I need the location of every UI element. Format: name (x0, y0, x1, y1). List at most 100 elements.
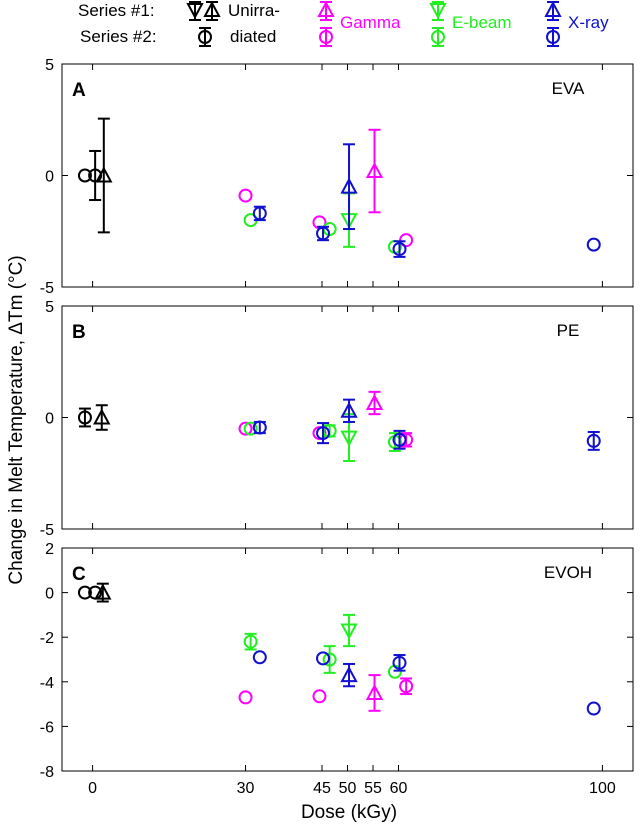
error-bar (343, 613, 356, 648)
series-unirradiated-triangle-up (95, 117, 113, 234)
data-point (95, 166, 113, 183)
data-point (252, 650, 267, 665)
data-point (243, 421, 258, 436)
data-point (316, 651, 331, 666)
y-axis-label: Change in Melt Temperature, ΔTm (°C) (6, 255, 27, 584)
data-point (316, 426, 331, 441)
data-point (340, 623, 358, 640)
series-xray-triangle-up (340, 398, 358, 423)
legend-marker-triangle (317, 0, 335, 17)
legend-unirradiated-label-2: diated (230, 27, 276, 46)
data-point (392, 242, 407, 257)
panel-letter: A (72, 80, 86, 101)
error-bar (89, 149, 102, 202)
legend-xray-markers (544, 0, 562, 47)
y-tick-label: -5 (40, 280, 54, 297)
legend-unirradiated-markers (186, 0, 221, 47)
data-point (93, 408, 111, 425)
panel-evoh: -8 -6 -4 -2 0 2 0 30 45 50 55 60 100 C EVOH (40, 541, 634, 797)
legend-marker-circle (546, 30, 560, 44)
series-gamma-triangle-up (365, 390, 384, 416)
data-point (365, 683, 384, 700)
x-tick-label: 45 (313, 780, 331, 797)
series-xray-triangle-up (340, 662, 358, 688)
y-tick-label: 5 (45, 299, 54, 316)
error-bar (368, 674, 381, 712)
panel-letter: C (72, 564, 86, 585)
y-tick-label: -5 (40, 522, 54, 539)
data-point (243, 634, 258, 649)
y-tick-label: -6 (40, 719, 54, 736)
legend-unirradiated-label-1: Unirra- (228, 1, 280, 20)
legend-marker-triangle (544, 0, 562, 17)
legend-marker-triangle-down (186, 3, 204, 20)
data-point (340, 177, 358, 194)
legend-series1-label: Series #1: (78, 1, 155, 20)
data-point (340, 666, 358, 683)
legend-xray-label: X-ray (568, 13, 609, 32)
data-point (77, 168, 92, 183)
y-tick-label: 2 (45, 541, 54, 558)
series-ebeam-circle (243, 632, 402, 679)
series-xray-circle (252, 205, 601, 258)
data-point (77, 410, 92, 425)
series-unirradiated-circle (77, 407, 92, 428)
series-unirradiated-triangle-up (94, 582, 112, 603)
legend-ebeam-markers (429, 1, 447, 47)
y-tick-label: 0 (45, 411, 54, 428)
series-xray-circle (252, 420, 601, 451)
data-point (399, 679, 414, 694)
y-tick-label: -8 (40, 764, 54, 781)
series-gamma-triangle-up (365, 674, 384, 712)
series-xray-triangle-up (340, 143, 358, 231)
legend-marker-circle (431, 30, 445, 44)
x-tick-label: 60 (390, 780, 408, 797)
data-point (238, 690, 253, 705)
series-unirradiated-circle (77, 149, 103, 202)
y-tick-label: 0 (45, 586, 54, 603)
panel-pe: -5 0 5 B PE (40, 299, 634, 539)
error-bar (97, 117, 110, 234)
data-point (399, 233, 414, 248)
data-point (586, 433, 601, 448)
panel-material-label: EVOH (544, 563, 592, 582)
x-tick-label: 50 (339, 780, 357, 797)
x-tick-label: 55 (364, 780, 382, 797)
legend-gamma-label: Gamma (340, 13, 401, 32)
data-point (252, 206, 267, 221)
legend-marker-circle (198, 30, 212, 44)
data-point (312, 689, 327, 704)
x-axis-label: Dose (kGy) (301, 802, 397, 823)
data-point (77, 585, 92, 600)
y-tick-label: 5 (45, 57, 54, 74)
series-gamma-circle (238, 677, 414, 705)
legend-gamma-markers (317, 0, 335, 47)
legend-marker-triangle (429, 3, 447, 20)
data-point (392, 655, 407, 670)
panel-material-label: EVA (552, 79, 585, 98)
panel-eva: -5 0 5 A EVA (40, 57, 634, 297)
data-point (392, 432, 407, 447)
panel-material-label: PE (557, 321, 580, 340)
legend-series2-label: Series #2: (80, 27, 157, 46)
series-unirradiated-triangle-up (93, 404, 111, 431)
y-tick-label: 0 (45, 169, 54, 186)
y-tick-label: -4 (40, 675, 54, 692)
series-gamma-triangle-up (365, 128, 384, 214)
x-tick-label: 100 (589, 780, 616, 797)
panel-letter: B (72, 322, 86, 343)
error-bar (368, 128, 381, 214)
data-point (365, 393, 384, 411)
data-point (238, 188, 253, 203)
plot-frame (61, 63, 634, 288)
x-tick-label: 0 (88, 780, 97, 797)
series-ebeam-triangle-down (340, 613, 358, 648)
legend-marker-circle (319, 30, 333, 44)
data-point (340, 430, 358, 447)
legend-marker-triangle-up (203, 0, 221, 17)
data-point (340, 401, 358, 418)
data-point (94, 583, 112, 600)
data-point (586, 237, 601, 252)
legend: Series #1: Series #2: Unirra- diated Gam… (78, 0, 609, 47)
